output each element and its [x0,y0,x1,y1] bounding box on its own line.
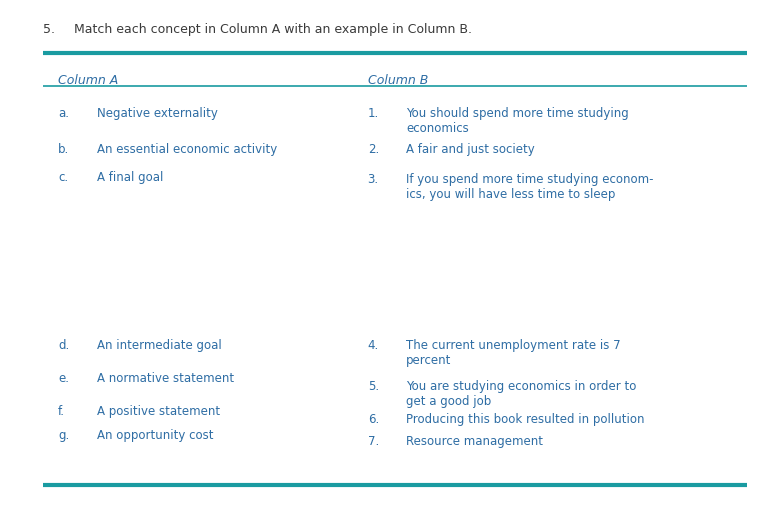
Text: Match each concept in Column A with an example in Column B.: Match each concept in Column A with an e… [74,23,471,36]
Text: A fair and just society: A fair and just society [406,143,535,155]
Text: 3.: 3. [368,173,378,186]
Text: A positive statement: A positive statement [97,405,220,417]
Text: 6.: 6. [368,412,379,425]
Text: g.: g. [58,429,70,441]
Text: Producing this book resulted in pollution: Producing this book resulted in pollutio… [406,412,645,425]
Text: a.: a. [58,107,69,120]
Text: b.: b. [58,143,70,155]
Text: 7.: 7. [368,434,379,446]
Text: You are studying economics in order to
get a good job: You are studying economics in order to g… [406,379,637,407]
Text: An essential economic activity: An essential economic activity [97,143,277,155]
Text: Column B: Column B [368,74,428,87]
Text: 4.: 4. [368,338,379,351]
Text: Column A: Column A [58,74,118,87]
Text: e.: e. [58,372,69,384]
Text: If you spend more time studying econom-
ics, you will have less time to sleep: If you spend more time studying econom- … [406,173,654,201]
Text: d.: d. [58,338,70,351]
Text: 5.: 5. [43,23,55,36]
Text: 2.: 2. [368,143,379,155]
Text: 5.: 5. [368,379,378,392]
Text: An intermediate goal: An intermediate goal [97,338,221,351]
Text: A final goal: A final goal [97,171,163,183]
Text: 1.: 1. [368,107,379,120]
Text: c.: c. [58,171,68,183]
Text: Negative externality: Negative externality [97,107,217,120]
Text: f.: f. [58,405,65,417]
Text: Resource management: Resource management [406,434,543,446]
Text: A normative statement: A normative statement [97,372,234,384]
Text: The current unemployment rate is 7
percent: The current unemployment rate is 7 perce… [406,338,621,366]
Text: An opportunity cost: An opportunity cost [97,429,214,441]
Text: You should spend more time studying
economics: You should spend more time studying econ… [406,107,629,135]
